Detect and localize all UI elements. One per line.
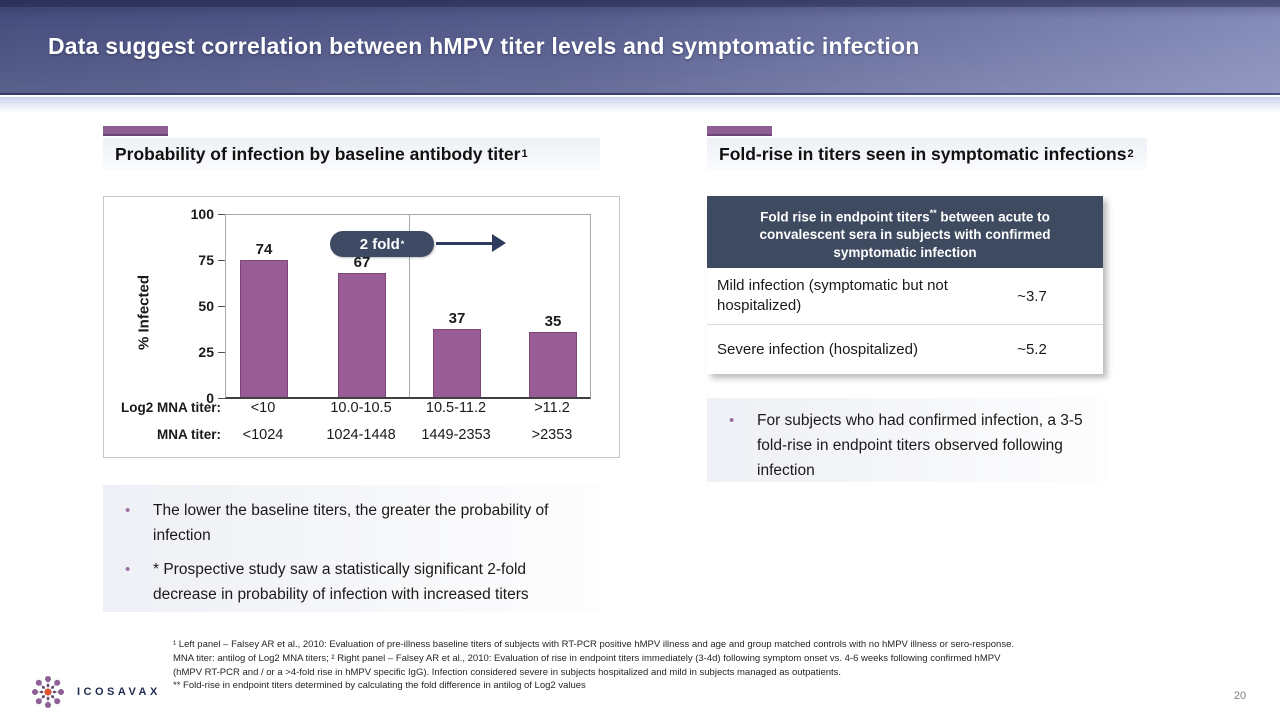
bar-group-gt11.2: 35: [529, 313, 577, 397]
table-row: Severe infection (hospitalized) ~5.2: [707, 324, 1103, 374]
footnote-line: MNA titer: antilog of Log2 MNA titers; ²…: [173, 652, 1001, 664]
footnotes: ¹ Left panel – Falsey AR et al., 2010: E…: [173, 638, 1178, 693]
y-axis-label: % Infected: [135, 274, 153, 350]
icosavax-logo-icon: [32, 676, 64, 708]
y-tickmark: [218, 260, 225, 261]
left-bullet-panel: • The lower the baseline titers, the gre…: [103, 485, 600, 612]
row-value: ~3.7: [1017, 287, 1047, 305]
x-category: <1024: [242, 427, 284, 443]
list-item: • The lower the baseline titers, the gre…: [119, 498, 584, 548]
right-accent-bar: [707, 126, 772, 136]
right-heading-footnote-marker: 2: [1127, 148, 1134, 160]
y-tickmark: [218, 398, 225, 399]
header-glow: [0, 97, 1280, 113]
chart-bar: [338, 273, 386, 397]
logo-text: ICOSAVAX: [77, 686, 161, 698]
bar-group-10.0-10.5: 67: [338, 254, 386, 397]
bullet-text: * Prospective study saw a statistically …: [153, 561, 529, 603]
y-tick-0: 0: [206, 390, 214, 406]
fold-rise-table: Fold rise in endpoint titers** between a…: [707, 196, 1103, 374]
bar-group-10.5-11.2: 37: [433, 310, 481, 397]
row-label: Mild infection (symptomatic but not hosp…: [717, 277, 948, 314]
left-heading-footnote-marker: 1: [521, 148, 528, 160]
x-row-label-log2: Log2 MNA titer:: [121, 400, 221, 415]
y-tickmark: [218, 214, 225, 215]
bar-value-label: 74: [255, 241, 273, 258]
fold-table-header-text: between acute to convalescent sera in su…: [759, 209, 1051, 260]
table-row: Mild infection (symptomatic but not hosp…: [707, 268, 1103, 324]
bullet-icon: •: [729, 412, 735, 429]
row-label: Severe infection (hospitalized): [717, 340, 918, 358]
x-category: <10: [250, 400, 276, 416]
x-row-label-mna: MNA titer:: [157, 427, 221, 442]
right-heading-text: Fold-rise in titers seen in symptomatic …: [719, 143, 1127, 164]
header-band: Data suggest correlation between hMPV ti…: [0, 0, 1280, 95]
right-panel-heading: Fold-rise in titers seen in symptomatic …: [707, 138, 1147, 170]
fold-table-header-asterisks: **: [929, 208, 937, 218]
footnote-line: (hMPV RT-PCR and / or a >4-fold rise in …: [173, 666, 842, 678]
two-fold-callout: 2 fold *: [330, 231, 434, 257]
y-tick-100: 100: [190, 206, 214, 222]
bar-group-lt10: 74: [240, 241, 288, 397]
x-category: 1449-2353: [421, 427, 491, 443]
arrow-right-icon: [492, 234, 506, 252]
row-value: ~5.2: [1017, 341, 1047, 358]
right-bullet-panel: • For subjects who had confirmed infecti…: [707, 398, 1107, 482]
y-tick-25: 25: [198, 344, 214, 360]
bullet-icon: •: [125, 561, 131, 578]
fold-table-header: Fold rise in endpoint titers** between a…: [707, 196, 1103, 268]
footnote-line: ¹ Left panel – Falsey AR et al., 2010: E…: [173, 639, 1015, 650]
two-fold-asterisk: *: [400, 239, 405, 249]
y-tick-75: 75: [198, 252, 214, 268]
bar-chart: % Infected 100 75 50 25 0 74 67 37: [103, 196, 620, 458]
plot-divider-line: [409, 215, 410, 397]
two-fold-text: 2 fold: [359, 235, 400, 253]
bar-value-label: 67: [353, 254, 371, 271]
footnote-line: ** Fold-rise in endpoint titers determin…: [173, 680, 586, 692]
arrow-right-icon: [436, 242, 494, 245]
bar-value-label: 37: [448, 310, 466, 327]
x-category: 1024-1448: [326, 427, 396, 443]
chart-bar: [240, 260, 288, 397]
y-tickmark: [218, 306, 225, 307]
left-panel-heading: Probability of infection by baseline ant…: [103, 138, 600, 170]
page-number: 20: [1233, 690, 1247, 702]
list-item: • * Prospective study saw a statisticall…: [119, 557, 584, 607]
x-category: >11.2: [534, 400, 570, 416]
y-tick-50: 50: [198, 298, 214, 314]
bullet-text: For subjects who had confirmed infection…: [757, 412, 1083, 479]
fold-table-header-text: Fold rise in endpoint titers: [760, 209, 930, 225]
icosavax-logo: ICOSAVAX: [28, 672, 161, 712]
bar-value-label: 35: [544, 313, 562, 330]
x-category: 10.0-10.5: [330, 400, 392, 416]
slide-title: Data suggest correlation between hMPV ti…: [48, 33, 920, 59]
chart-bar: [529, 332, 577, 397]
left-heading-text: Probability of infection by baseline ant…: [115, 143, 521, 164]
plot-area: 74 67 37 35 2 fold *: [225, 214, 591, 399]
bullet-icon: •: [125, 502, 131, 519]
bullet-text: The lower the baseline titers, the great…: [153, 502, 549, 544]
list-item: • For subjects who had confirmed infecti…: [723, 408, 1091, 483]
x-category: 10.5-11.2: [425, 400, 487, 416]
y-tickmark: [218, 352, 225, 353]
left-accent-bar: [103, 126, 168, 136]
chart-bar: [433, 329, 481, 397]
x-category: >2353: [531, 427, 573, 443]
